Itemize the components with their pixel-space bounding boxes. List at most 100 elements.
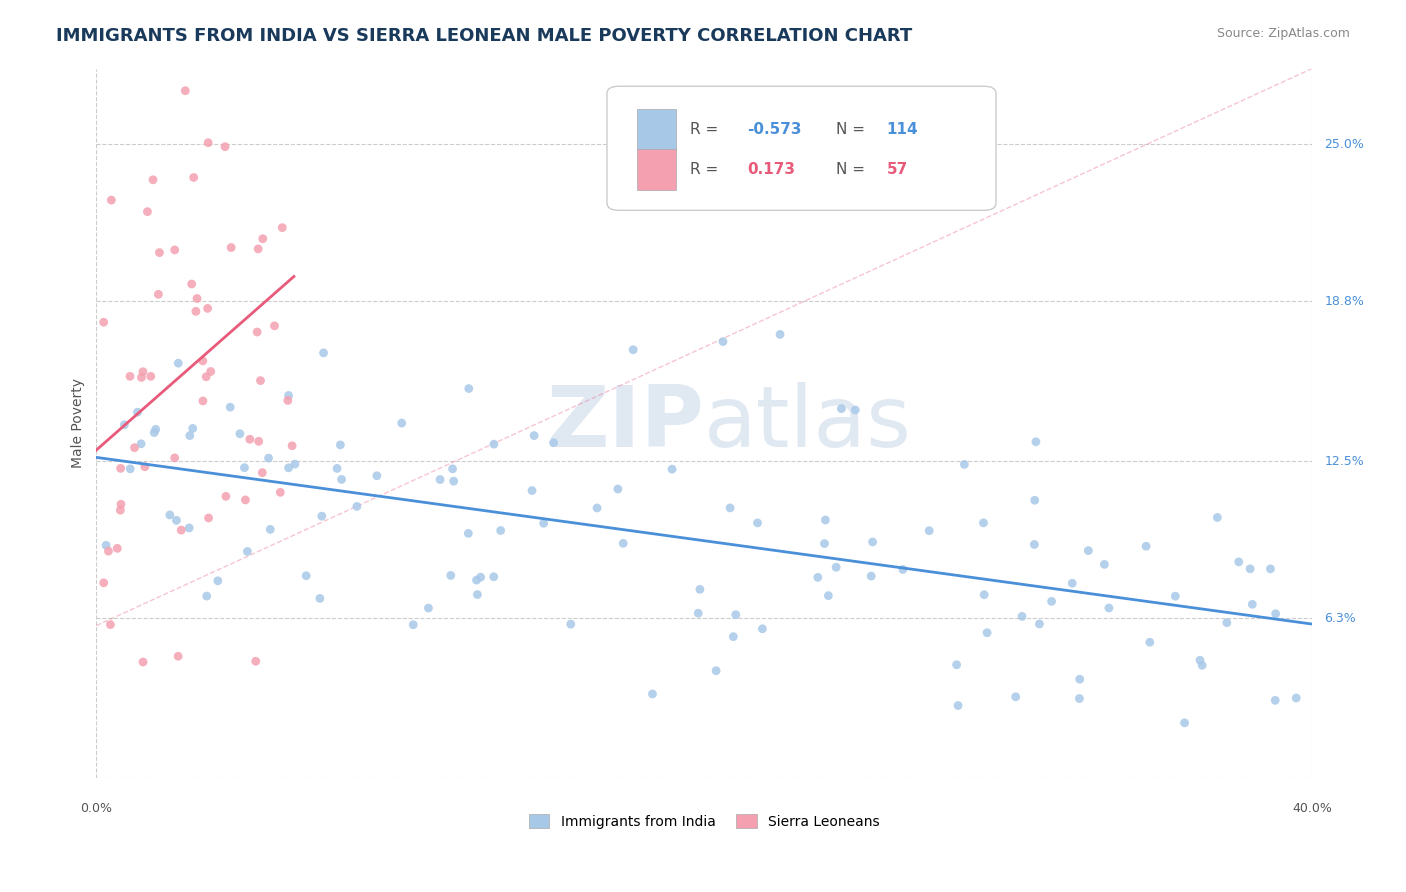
Point bbox=[143, 425, 166, 440]
Point bbox=[100, 617, 122, 632]
Point bbox=[112, 417, 135, 432]
Point bbox=[170, 523, 193, 537]
Point bbox=[689, 582, 711, 597]
Point bbox=[167, 356, 190, 370]
Point bbox=[124, 441, 146, 455]
Point bbox=[127, 405, 149, 419]
Point bbox=[93, 315, 115, 329]
Point bbox=[457, 382, 479, 396]
Text: 0.0%: 0.0% bbox=[80, 802, 112, 815]
Point bbox=[277, 393, 299, 408]
Point bbox=[489, 524, 512, 538]
Point bbox=[312, 346, 335, 360]
Point bbox=[945, 657, 967, 672]
Point bbox=[1098, 601, 1121, 615]
Text: 57: 57 bbox=[887, 162, 908, 178]
Point bbox=[467, 588, 489, 602]
Point bbox=[179, 521, 201, 535]
Text: -0.573: -0.573 bbox=[747, 122, 801, 137]
Point bbox=[186, 292, 208, 306]
Point bbox=[281, 439, 304, 453]
Point bbox=[215, 489, 238, 503]
Point bbox=[247, 434, 270, 449]
Point bbox=[946, 698, 969, 713]
Point bbox=[704, 664, 727, 678]
Point bbox=[132, 655, 155, 669]
Point bbox=[543, 435, 565, 450]
Point bbox=[197, 136, 219, 150]
Point bbox=[132, 365, 155, 379]
Point bbox=[953, 458, 976, 472]
Point bbox=[200, 364, 222, 378]
Point bbox=[142, 173, 165, 187]
Point bbox=[1062, 576, 1084, 591]
Text: 6.3%: 6.3% bbox=[1324, 612, 1355, 624]
Point bbox=[309, 591, 332, 606]
Point bbox=[441, 462, 464, 476]
Point bbox=[402, 617, 425, 632]
Point bbox=[366, 468, 388, 483]
Point bbox=[110, 503, 132, 517]
Y-axis label: Male Poverty: Male Poverty bbox=[72, 378, 86, 468]
Point bbox=[891, 562, 914, 576]
Point bbox=[1077, 543, 1099, 558]
Point bbox=[214, 139, 236, 153]
Point bbox=[246, 325, 269, 339]
Point bbox=[688, 606, 710, 620]
Text: 40.0%: 40.0% bbox=[1292, 802, 1331, 815]
Point bbox=[1004, 690, 1026, 704]
Point bbox=[195, 589, 218, 603]
Point bbox=[747, 516, 769, 530]
Point bbox=[470, 570, 492, 584]
Point bbox=[166, 513, 188, 527]
Point bbox=[167, 649, 190, 664]
Point bbox=[1188, 653, 1211, 667]
Point bbox=[457, 526, 479, 541]
Point bbox=[183, 170, 205, 185]
Point bbox=[245, 654, 267, 668]
Point bbox=[661, 462, 683, 476]
Point bbox=[751, 622, 773, 636]
Point bbox=[110, 497, 132, 511]
Point bbox=[1216, 615, 1239, 630]
Point bbox=[97, 544, 120, 558]
Point bbox=[1011, 609, 1033, 624]
Point bbox=[711, 334, 734, 349]
Point bbox=[277, 388, 299, 402]
Point bbox=[267, 49, 290, 63]
Point bbox=[586, 500, 609, 515]
Point bbox=[94, 538, 117, 552]
Point bbox=[1206, 510, 1229, 524]
Point bbox=[641, 687, 664, 701]
Text: atlas: atlas bbox=[704, 382, 912, 465]
Point bbox=[440, 568, 463, 582]
Point bbox=[252, 232, 274, 246]
Point bbox=[1239, 562, 1261, 576]
Text: 114: 114 bbox=[887, 122, 918, 137]
Legend: Immigrants from India, Sierra Leoneans: Immigrants from India, Sierra Leoneans bbox=[523, 808, 886, 834]
Point bbox=[972, 516, 994, 530]
Point bbox=[482, 570, 505, 584]
Point bbox=[523, 428, 546, 442]
Text: 18.8%: 18.8% bbox=[1324, 295, 1364, 308]
Point bbox=[235, 492, 257, 507]
Point bbox=[257, 451, 280, 466]
Point bbox=[1135, 539, 1157, 553]
Point bbox=[520, 483, 543, 498]
Point bbox=[120, 462, 142, 476]
Point bbox=[236, 544, 259, 558]
Point bbox=[830, 401, 852, 416]
Text: N =: N = bbox=[835, 122, 865, 137]
Point bbox=[429, 473, 451, 487]
Point bbox=[817, 589, 839, 603]
Point bbox=[814, 513, 837, 527]
Point bbox=[465, 573, 488, 587]
Point bbox=[271, 220, 294, 235]
Point bbox=[139, 369, 162, 384]
Point bbox=[229, 426, 252, 441]
Point bbox=[1264, 607, 1286, 621]
Text: R =: R = bbox=[689, 122, 718, 137]
Point bbox=[1069, 672, 1091, 686]
Point bbox=[326, 461, 349, 475]
FancyBboxPatch shape bbox=[607, 87, 995, 211]
